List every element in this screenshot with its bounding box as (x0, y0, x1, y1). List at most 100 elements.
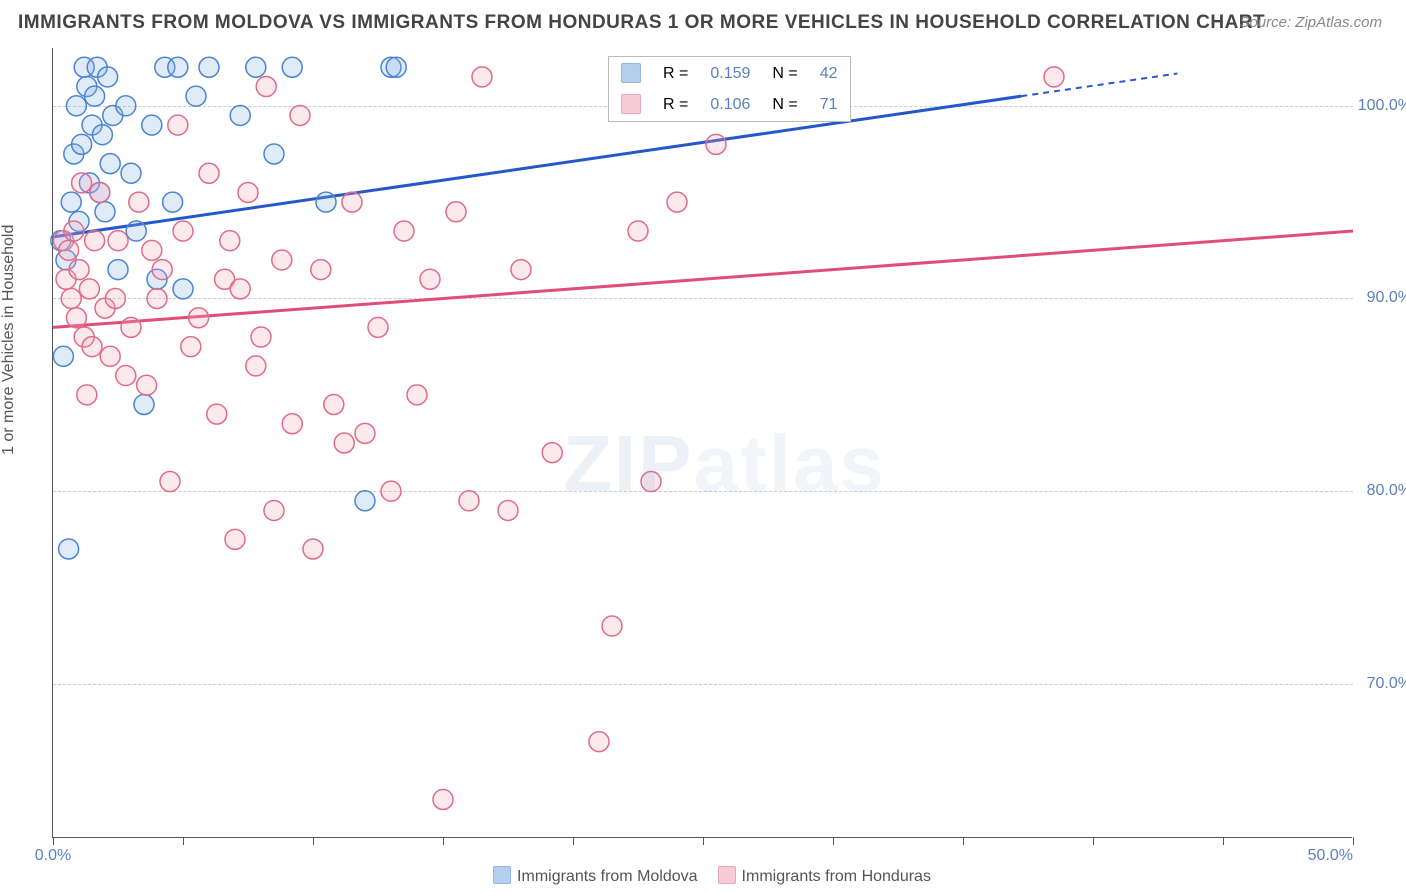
legend-r-value: 0.106 (700, 90, 760, 119)
scatter-point (186, 86, 206, 106)
scatter-point (230, 105, 250, 125)
scatter-point (303, 539, 323, 559)
scatter-point (498, 500, 518, 520)
legend-series-label: Immigrants from Honduras (742, 868, 931, 885)
scatter-point (129, 192, 149, 212)
scatter-point (282, 414, 302, 434)
scatter-point (147, 288, 167, 308)
scatter-point (238, 183, 258, 203)
y-tick-label: 100.0% (1358, 97, 1406, 115)
legend-swatch (621, 63, 641, 83)
x-tick (1353, 837, 1354, 845)
scatter-point (66, 308, 86, 328)
scatter-point (116, 96, 136, 116)
scatter-point (433, 789, 453, 809)
scatter-point (220, 231, 240, 251)
scatter-point (85, 86, 105, 106)
scatter-point (134, 394, 154, 414)
scatter-point (368, 317, 388, 337)
chart-plot-area: 70.0%80.0%90.0%100.0% 0.0%50.0% ZIPatlas… (52, 48, 1352, 838)
scatter-point (160, 472, 180, 492)
x-tick (1093, 837, 1094, 845)
x-tick-label: 50.0% (1308, 847, 1353, 865)
scatter-point (225, 529, 245, 549)
scatter-point (272, 250, 292, 270)
legend-series-label: Immigrants from Moldova (517, 868, 698, 885)
legend-n-value: 71 (810, 90, 848, 119)
scatter-point (355, 491, 375, 511)
scatter-point (641, 472, 661, 492)
scatter-point (90, 183, 110, 203)
scatter-point (207, 404, 227, 424)
scatter-point (72, 173, 92, 193)
scatter-point (72, 134, 92, 154)
scatter-point (311, 260, 331, 280)
scatter-point (264, 144, 284, 164)
scatter-point (334, 433, 354, 453)
scatter-point (69, 260, 89, 280)
x-tick (1223, 837, 1224, 845)
scatter-point (282, 57, 302, 77)
scatter-point (108, 231, 128, 251)
scatter-point (542, 443, 562, 463)
scatter-point (126, 221, 146, 241)
y-axis-title: 1 or more Vehicles in Household (0, 225, 18, 455)
scatter-point (142, 240, 162, 260)
scatter-point (589, 732, 609, 752)
scatter-point (472, 67, 492, 87)
scatter-point (420, 269, 440, 289)
y-tick-label: 90.0% (1367, 289, 1406, 307)
x-tick (313, 837, 314, 845)
legend-r-label: R = (653, 90, 698, 119)
scatter-point (116, 366, 136, 386)
scatter-point (59, 240, 79, 260)
x-tick (183, 837, 184, 845)
legend-swatch (493, 866, 511, 884)
scatter-point (168, 115, 188, 135)
legend-bottom: Immigrants from Moldova Immigrants from H… (52, 866, 1352, 886)
scatter-point (82, 337, 102, 357)
scatter-point (121, 317, 141, 337)
scatter-point (246, 356, 266, 376)
scatter-point (324, 394, 344, 414)
scatter-point (459, 491, 479, 511)
scatter-point (105, 288, 125, 308)
scatter-point (163, 192, 183, 212)
scatter-point (667, 192, 687, 212)
regression-line (53, 231, 1353, 327)
scatter-point (181, 337, 201, 357)
legend-n-label: N = (762, 59, 807, 88)
scatter-point (77, 385, 97, 405)
legend-stats-row: R =0.106N =71 (611, 90, 848, 119)
source-attribution: Source: ZipAtlas.com (1239, 14, 1382, 31)
scatter-point (199, 163, 219, 183)
scatter-point (1044, 67, 1064, 87)
scatter-point (628, 221, 648, 241)
scatter-point (264, 500, 284, 520)
legend-stats-table: R =0.159N =42R =0.106N =71 (609, 57, 850, 121)
scatter-point (256, 77, 276, 97)
legend-n-label: N = (762, 90, 807, 119)
x-tick (53, 837, 54, 845)
scatter-point (66, 96, 86, 116)
scatter-point (137, 375, 157, 395)
x-tick (443, 837, 444, 845)
scatter-point (199, 57, 219, 77)
scatter-point (290, 105, 310, 125)
legend-n-value: 42 (810, 59, 848, 88)
scatter-point (121, 163, 141, 183)
y-tick-label: 70.0% (1367, 675, 1406, 693)
scatter-point (59, 539, 79, 559)
scatter-point (706, 134, 726, 154)
x-tick (963, 837, 964, 845)
scatter-point (394, 221, 414, 241)
legend-r-label: R = (653, 59, 698, 88)
scatter-point (246, 57, 266, 77)
scatter-point (173, 279, 193, 299)
scatter-point (53, 346, 73, 366)
scatter-point (79, 279, 99, 299)
scatter-point (602, 616, 622, 636)
scatter-point (230, 279, 250, 299)
scatter-point (168, 57, 188, 77)
scatter-point (100, 346, 120, 366)
